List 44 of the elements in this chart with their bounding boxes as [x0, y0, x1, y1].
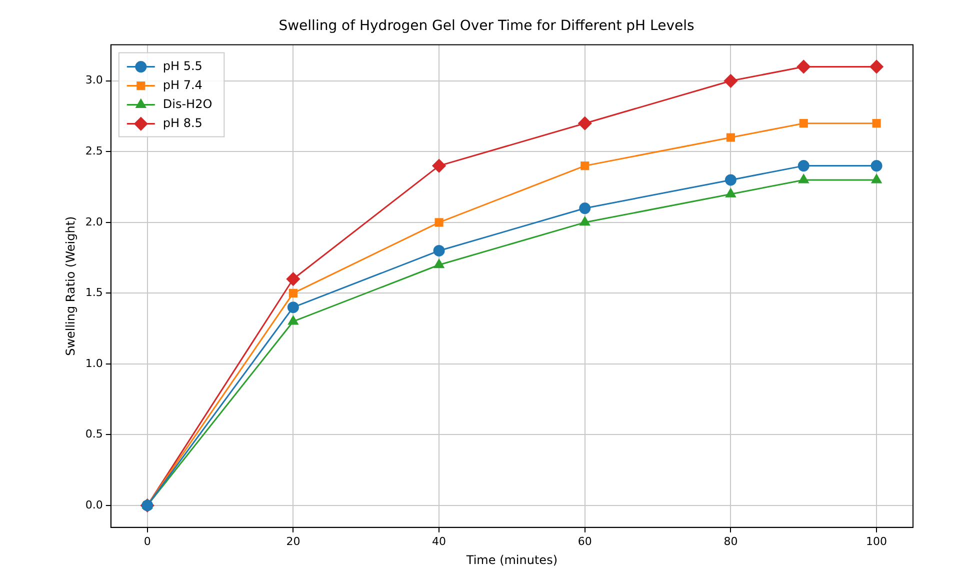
- y-tick-label: 2.0: [85, 215, 103, 228]
- point: [872, 119, 881, 128]
- y-tick-label: 1.5: [85, 286, 103, 300]
- point: [580, 216, 590, 226]
- x-tick-label: 40: [432, 534, 446, 548]
- point: [870, 60, 884, 74]
- chart-title: Swelling of Hydrogen Gel Over Time for Different pH Levels: [278, 18, 694, 34]
- point: [871, 174, 882, 184]
- y-tick-label: 2.5: [85, 144, 103, 158]
- point: [798, 160, 810, 172]
- point: [434, 218, 444, 227]
- point: [287, 302, 299, 314]
- x-tick-label: 20: [286, 534, 300, 548]
- point: [578, 116, 592, 130]
- x-axis-title: Time (minutes): [465, 552, 558, 567]
- x-tick-label: 0: [144, 534, 151, 548]
- point: [288, 288, 298, 298]
- legend-label: pH 7.4: [162, 78, 202, 92]
- point: [799, 119, 808, 128]
- x-tick-label: 60: [578, 534, 592, 548]
- y-tick-label: 0.5: [85, 428, 103, 441]
- point: [724, 74, 738, 88]
- legend-label: Dis-H2O: [162, 96, 212, 111]
- point: [796, 60, 810, 74]
- x-tick-label: 100: [866, 534, 888, 548]
- point: [434, 259, 444, 268]
- legend-label: pH 8.5: [162, 116, 202, 130]
- y-tick-label: 3.0: [85, 74, 103, 87]
- y-tick-label: 1.0: [85, 356, 103, 370]
- point: [870, 160, 882, 172]
- legend-label: pH 5.5: [162, 58, 202, 73]
- x-tick-label: 80: [724, 534, 738, 548]
- point: [726, 133, 735, 142]
- point: [432, 159, 446, 173]
- point: [726, 188, 736, 198]
- y-axis-title: Swelling Ratio (Weight): [63, 216, 78, 356]
- point: [724, 174, 736, 186]
- point: [433, 244, 445, 256]
- y-tick-label: 0.0: [85, 498, 103, 512]
- point: [580, 162, 590, 170]
- point: [288, 316, 298, 325]
- point: [579, 202, 591, 214]
- point: [798, 174, 809, 184]
- point: [286, 272, 300, 286]
